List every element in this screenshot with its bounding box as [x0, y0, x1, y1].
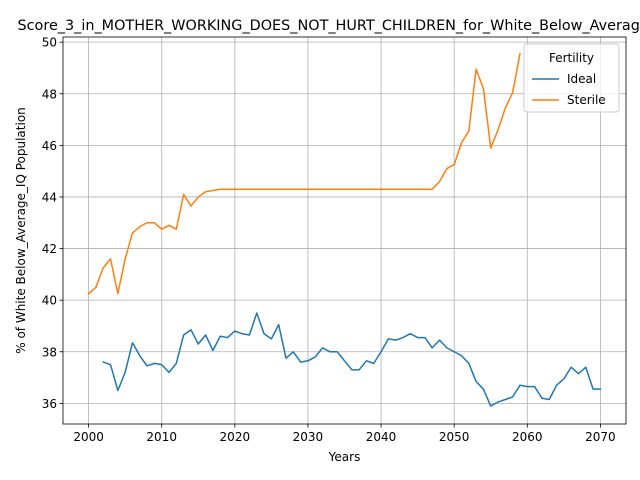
x-tick-label: 2000 [73, 430, 104, 444]
x-tick-label: 2010 [146, 430, 177, 444]
legend-title: Fertility [549, 51, 594, 65]
y-axis: 36 38 40 42 44 46 48 50 [42, 36, 63, 411]
x-tick-label: 2070 [585, 430, 616, 444]
series-line-sterile [87, 52, 521, 295]
x-axis: 2000 2010 2020 2030 2040 2050 2060 2070 [73, 424, 616, 444]
series-layer [87, 52, 602, 407]
y-tick-label: 36 [42, 397, 57, 411]
x-tick-label: 2060 [512, 430, 543, 444]
x-tick-label: 2030 [293, 430, 324, 444]
y-tick-label: 46 [42, 139, 57, 153]
x-tick-label: 2020 [220, 430, 251, 444]
x-tick-label: 2050 [439, 430, 470, 444]
legend-label-sterile: Sterile [567, 93, 606, 107]
x-axis-label: Years [328, 450, 361, 464]
y-tick-label: 50 [42, 36, 57, 50]
chart-title: Score_3_in_MOTHER_WORKING_DOES_NOT_HURT_… [18, 18, 640, 34]
series-line-ideal [102, 312, 602, 407]
y-tick-label: 48 [42, 87, 57, 101]
y-tick-label: 38 [42, 345, 57, 359]
plot-frame [62, 36, 627, 425]
y-axis-label: % of White Below_Average_IQ Population [14, 107, 28, 354]
y-tick-label: 44 [42, 190, 57, 204]
legend-frame [523, 43, 620, 113]
legend-label-ideal: Ideal [567, 72, 596, 86]
y-tick-label: 40 [42, 294, 57, 308]
y-tick-label: 42 [42, 242, 57, 256]
legend: Fertility Ideal Sterile [523, 43, 620, 113]
x-tick-label: 2040 [366, 430, 397, 444]
